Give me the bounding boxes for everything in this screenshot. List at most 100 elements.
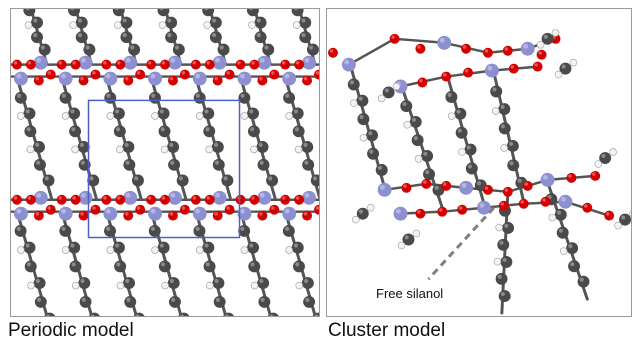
oxygen-atom: [280, 194, 291, 205]
hydrogen-atom: [27, 281, 35, 290]
atom-highlight: [214, 77, 218, 81]
silicon-atom: [78, 55, 93, 70]
atom-highlight: [568, 174, 572, 178]
atom-highlight: [534, 63, 538, 67]
silicon-atom: [558, 194, 573, 209]
atom-highlight: [206, 146, 210, 150]
atom-highlight: [457, 128, 462, 133]
atom-highlight: [26, 22, 29, 26]
atom-highlight: [242, 113, 245, 116]
atom-highlight: [447, 92, 452, 97]
atom-highlight: [249, 109, 254, 114]
atom-highlight: [259, 192, 265, 198]
carbon-atom: [238, 91, 251, 104]
atom-highlight: [195, 208, 201, 214]
atom-highlight: [251, 146, 255, 150]
carbon-atom: [213, 295, 226, 308]
silicon-atom: [377, 182, 392, 197]
atom-highlight: [349, 80, 355, 85]
atom-highlight: [500, 202, 505, 206]
atom-highlight: [259, 160, 264, 165]
atom-highlight: [26, 262, 32, 267]
atom-highlight: [135, 314, 140, 316]
atom-highlight: [160, 262, 166, 267]
atom-highlight: [264, 45, 269, 50]
hydrogen-atom: [106, 112, 115, 120]
atom-highlight: [556, 72, 559, 75]
silicon-atom: [257, 55, 272, 70]
atom-highlight: [380, 184, 385, 190]
atom-highlight: [303, 278, 309, 284]
atom-highlight: [561, 64, 566, 69]
carbon-atom: [217, 43, 230, 56]
carbon-atom: [568, 260, 581, 273]
oxygen-atom: [508, 63, 519, 74]
atom-highlight: [259, 77, 263, 81]
silicon-atom: [148, 71, 163, 86]
carbon-atom: [168, 158, 181, 171]
atom-highlight: [122, 33, 127, 38]
atom-highlight: [61, 73, 66, 79]
silicon-atom: [540, 172, 555, 187]
carbon-atom: [299, 16, 312, 29]
carbon-atom: [202, 241, 215, 254]
atom-highlight: [249, 243, 254, 248]
carbon-atom: [577, 275, 590, 288]
oxygen-atom: [70, 59, 81, 70]
carbon-atom: [566, 242, 579, 255]
carbon-atom: [31, 31, 43, 44]
carbon-atom: [554, 208, 567, 221]
atom-highlight: [219, 45, 224, 50]
atom-highlight: [487, 65, 493, 71]
carbon-atom: [176, 174, 189, 187]
atom-highlight: [35, 142, 40, 147]
hydrogen-atom: [61, 246, 70, 254]
atom-highlight: [213, 142, 219, 147]
atom-highlight: [161, 196, 166, 200]
oxygen-atom: [498, 200, 509, 211]
atom-highlight: [136, 71, 141, 75]
carbon-atom: [114, 260, 127, 273]
oxygen-atom: [314, 204, 319, 215]
hydrogen-atom: [26, 145, 35, 154]
carbon-atom: [375, 164, 388, 176]
carbon-atom: [178, 312, 190, 316]
atom-highlight: [215, 297, 220, 302]
carbon-atom: [221, 174, 234, 187]
atom-highlight: [77, 33, 83, 38]
carbon-atom: [301, 141, 314, 153]
atom-highlight: [13, 61, 18, 65]
atom-highlight: [556, 210, 562, 215]
atom-highlight: [170, 160, 175, 165]
atom-highlight: [499, 240, 504, 245]
atom-highlight: [281, 196, 286, 200]
atom-highlight: [13, 196, 18, 200]
silicon-atom: [33, 190, 48, 205]
atom-highlight: [449, 113, 452, 117]
carbon-atom: [112, 9, 125, 17]
carbon-atom: [282, 224, 295, 237]
atom-highlight: [215, 192, 220, 198]
hydrogen-atom: [285, 112, 293, 120]
carbon-atom: [247, 241, 259, 254]
carbon-atom: [165, 16, 178, 29]
carbon-atom: [87, 174, 100, 187]
atom-highlight: [169, 77, 174, 81]
atom-highlight: [16, 226, 21, 231]
atom-highlight: [251, 61, 255, 65]
oxygen-atom: [56, 59, 67, 70]
atom-highlight: [458, 206, 463, 210]
hydrogen-atom: [551, 29, 560, 37]
atom-highlight: [610, 149, 614, 153]
atom-highlight: [399, 243, 402, 246]
atom-highlight: [90, 314, 95, 316]
oxygen-atom: [167, 75, 178, 86]
carbon-atom: [402, 233, 415, 246]
oxygen-atom: [190, 59, 201, 70]
oxygen-atom: [294, 194, 305, 205]
atom-highlight: [493, 108, 496, 112]
oxygen-atom: [249, 59, 260, 70]
oxygen-atom: [415, 43, 426, 54]
atom-highlight: [160, 127, 165, 132]
atom-highlight: [147, 196, 152, 200]
